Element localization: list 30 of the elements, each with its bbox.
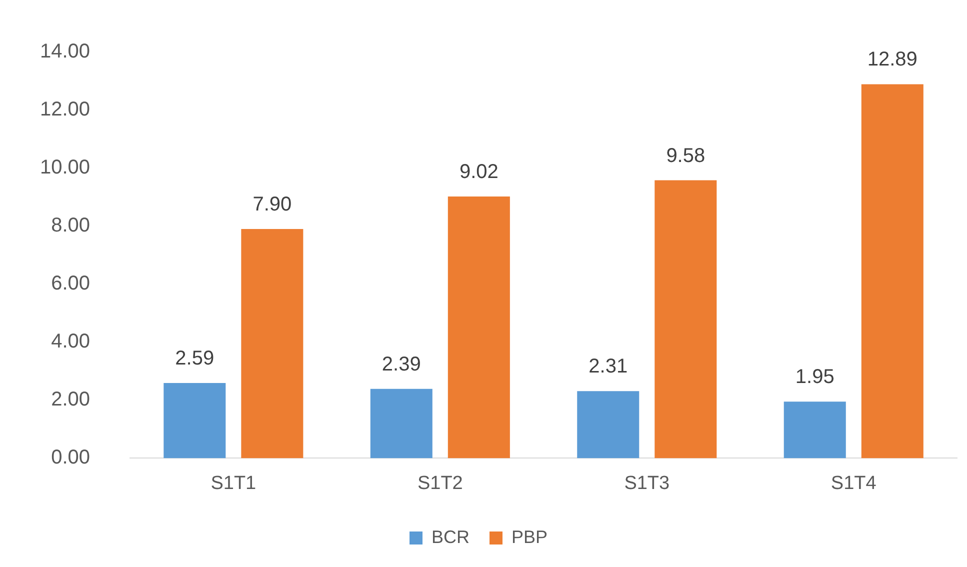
legend-label: BCR — [431, 526, 470, 547]
data-label: 1.95 — [795, 366, 834, 388]
y-tick-label: 12.00 — [40, 98, 90, 121]
y-tick-label: 6.00 — [51, 272, 90, 295]
data-label: 2.59 — [175, 348, 214, 370]
x-tick-label: S1T1 — [210, 472, 256, 494]
legend-label: PBP — [511, 526, 548, 547]
bar — [577, 391, 640, 458]
y-tick-label: 4.00 — [51, 330, 90, 353]
data-label: 2.39 — [382, 353, 421, 376]
data-label: 9.02 — [459, 161, 498, 184]
bar — [370, 388, 432, 458]
y-tick-label: 0.00 — [51, 446, 90, 469]
data-label: 7.90 — [252, 194, 292, 216]
bar — [654, 180, 717, 458]
bar — [861, 84, 924, 458]
x-tick-label: S1T2 — [417, 472, 463, 494]
y-tick-label: 8.00 — [51, 214, 90, 237]
y-tick-label: 10.00 — [40, 156, 90, 179]
bar — [784, 402, 846, 458]
x-tick-label: S1T3 — [624, 472, 670, 494]
data-label: 2.31 — [588, 356, 628, 378]
bar — [241, 228, 304, 458]
bar — [448, 196, 510, 458]
bar — [164, 383, 226, 458]
data-label: 12.89 — [867, 48, 918, 71]
data-label: 9.58 — [666, 144, 706, 167]
y-tick-label: 14.00 — [40, 40, 90, 63]
x-tick-label: S1T4 — [830, 472, 877, 494]
y-tick-label: 2.00 — [51, 388, 90, 411]
